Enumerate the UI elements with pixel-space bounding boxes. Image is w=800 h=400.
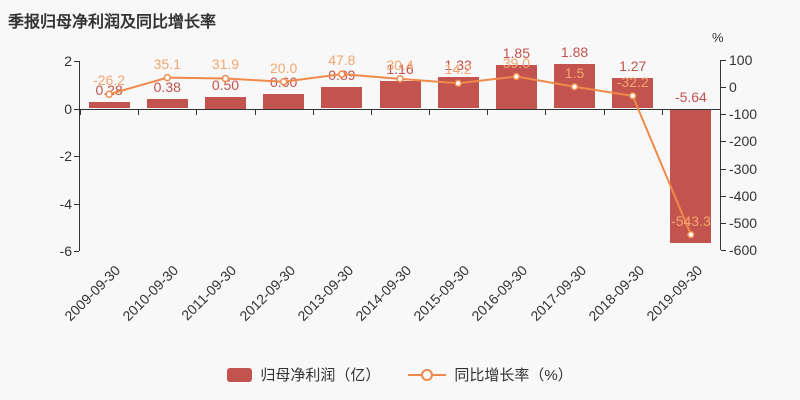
bar-value-label: -5.64 xyxy=(674,88,707,105)
category-axis-line xyxy=(80,108,720,110)
left-axis-line xyxy=(79,61,80,251)
right-axis-tick-label: 100 xyxy=(729,52,753,68)
right-axis-tick-label: -300 xyxy=(729,160,758,177)
category-axis-tick xyxy=(312,109,314,115)
growth-value-label: -543.3 xyxy=(671,212,711,229)
category-axis-tick xyxy=(80,109,81,115)
right-axis-tick-label: -100 xyxy=(729,106,758,123)
category-axis-tick xyxy=(196,109,198,115)
growth-value-label: 39.0 xyxy=(502,54,530,71)
legend-bar-label: 归母净利润（亿） xyxy=(260,367,381,384)
right-axis-tick-label: -200 xyxy=(729,133,758,150)
left-axis-tick-label: -2 xyxy=(59,148,72,164)
chart-title: 季报归母净利润及同比增长率 xyxy=(8,14,217,31)
growth-value-label: -26.2 xyxy=(93,72,126,89)
right-axis-tick xyxy=(721,168,726,170)
right-axis-tick-label: -500 xyxy=(729,214,758,231)
growth-value-label: 35.1 xyxy=(153,55,181,72)
bar-value-label: 0.50 xyxy=(211,76,240,93)
category-axis-tick xyxy=(603,109,605,115)
bar-2012-09-30[interactable] xyxy=(263,94,305,109)
left-axis-tick-label: -6 xyxy=(59,243,72,259)
left-axis-tick-label: 0 xyxy=(64,100,72,117)
legend-line-label: 同比增长率（%） xyxy=(454,367,573,384)
right-axis-tick xyxy=(721,222,726,224)
line-series-swatch xyxy=(408,368,447,381)
right-axis-tick-label: 0 xyxy=(729,79,737,96)
left-axis-tick xyxy=(74,251,79,252)
bar-value-label: 1.16 xyxy=(386,60,414,77)
right-axis-tick xyxy=(721,141,726,143)
bar-value-label: 1.33 xyxy=(444,56,472,73)
growth-value-label: 30.4 xyxy=(386,56,414,73)
growth-value-label: 14.2 xyxy=(444,61,472,78)
bar-value-label: 0.38 xyxy=(153,79,181,96)
category-axis-tick xyxy=(429,109,431,115)
bar-2015-09-30[interactable] xyxy=(437,76,479,109)
legend: 归母净利润（亿） 同比增长率（%） xyxy=(0,364,800,385)
left-axis-tick xyxy=(74,61,79,62)
category-axis-tick xyxy=(370,109,372,115)
left-axis-tick xyxy=(74,108,79,110)
bar-series-swatch xyxy=(227,367,253,382)
bar-value-label: 1.27 xyxy=(619,58,647,75)
category-axis-tick xyxy=(545,109,547,115)
right-axis-tick xyxy=(721,114,726,116)
left-axis-tick xyxy=(74,203,79,205)
bar-value-label: 1.85 xyxy=(502,44,530,61)
bar-value-label: 1.88 xyxy=(560,43,589,60)
right-axis-tick xyxy=(721,60,726,61)
bar-2010-09-30[interactable] xyxy=(146,99,188,109)
right-axis-tick-label: -400 xyxy=(729,187,758,204)
legend-item-net-profit[interactable]: 归母净利润（亿） xyxy=(227,364,380,385)
left-axis-tick xyxy=(74,156,79,157)
left-axis-tick-label: -4 xyxy=(59,195,72,212)
bar-2009-09-30[interactable] xyxy=(88,101,130,109)
bar-2011-09-30[interactable] xyxy=(204,96,246,109)
bar-2014-09-30[interactable] xyxy=(379,80,421,109)
bar-value-label: 0.60 xyxy=(270,74,298,91)
right-axis-tick-label: -600 xyxy=(729,242,758,258)
growth-value-label: 47.8 xyxy=(328,52,356,69)
growth-value-label: 1.5 xyxy=(564,64,585,81)
right-axis-tick xyxy=(721,87,726,89)
category-axis-tick xyxy=(720,109,721,115)
category-axis-tick xyxy=(138,109,140,115)
legend-item-growth-rate[interactable]: 同比增长率（%） xyxy=(408,364,573,385)
right-axis-unit-label: % xyxy=(712,30,724,45)
growth-value-label: -32.2 xyxy=(616,73,649,90)
category-axis-tick xyxy=(661,109,663,115)
right-axis-tick xyxy=(721,250,726,251)
category-axis-tick xyxy=(254,109,256,115)
category-axis-tick xyxy=(487,109,489,115)
left-axis-tick-label: 2 xyxy=(64,53,72,69)
line-swatch-circle-icon xyxy=(421,368,434,381)
bar-value-label: 0.89 xyxy=(328,67,356,84)
right-axis-line xyxy=(720,60,721,250)
growth-value-label: 31.9 xyxy=(211,56,240,73)
right-axis-tick xyxy=(721,195,726,197)
bar-2013-09-30[interactable] xyxy=(321,87,363,109)
growth-value-label: 20.0 xyxy=(270,59,298,76)
